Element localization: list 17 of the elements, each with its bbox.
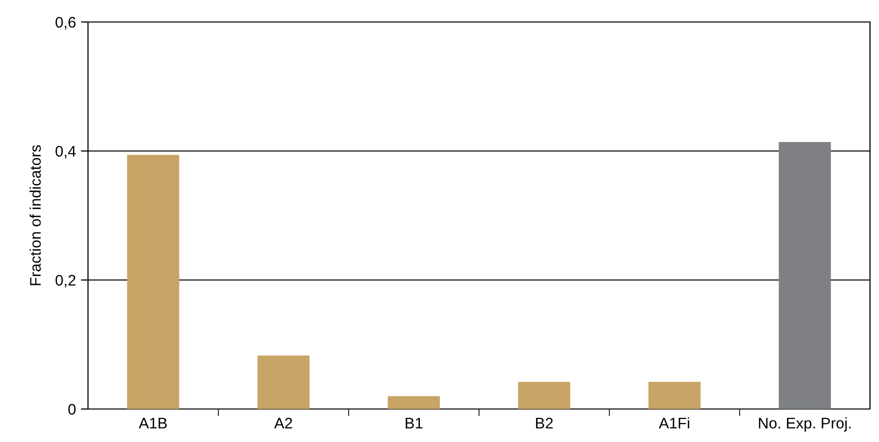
bar	[388, 396, 440, 409]
bar	[127, 154, 180, 409]
y-axis-title: Fraction of indicators	[30, 145, 41, 286]
x-tick-label: A1B	[138, 418, 167, 428]
y-tick-label: 0	[68, 404, 76, 415]
y-tick-label: 0,4	[56, 146, 76, 158]
x-tick-label: B1	[406, 418, 422, 428]
x-tick-label: A1Fi	[658, 417, 690, 428]
y-tick-label: 0,6	[56, 16, 76, 30]
bar	[778, 142, 831, 409]
x-tick-label: No. Exp. Proj.	[758, 417, 851, 432]
bar	[257, 355, 310, 409]
y-tick-label: 0,2	[56, 274, 76, 288]
x-tick-label: A2	[274, 418, 292, 428]
x-tick-label: B2	[536, 418, 553, 428]
bar	[648, 382, 701, 409]
bar	[518, 382, 570, 409]
